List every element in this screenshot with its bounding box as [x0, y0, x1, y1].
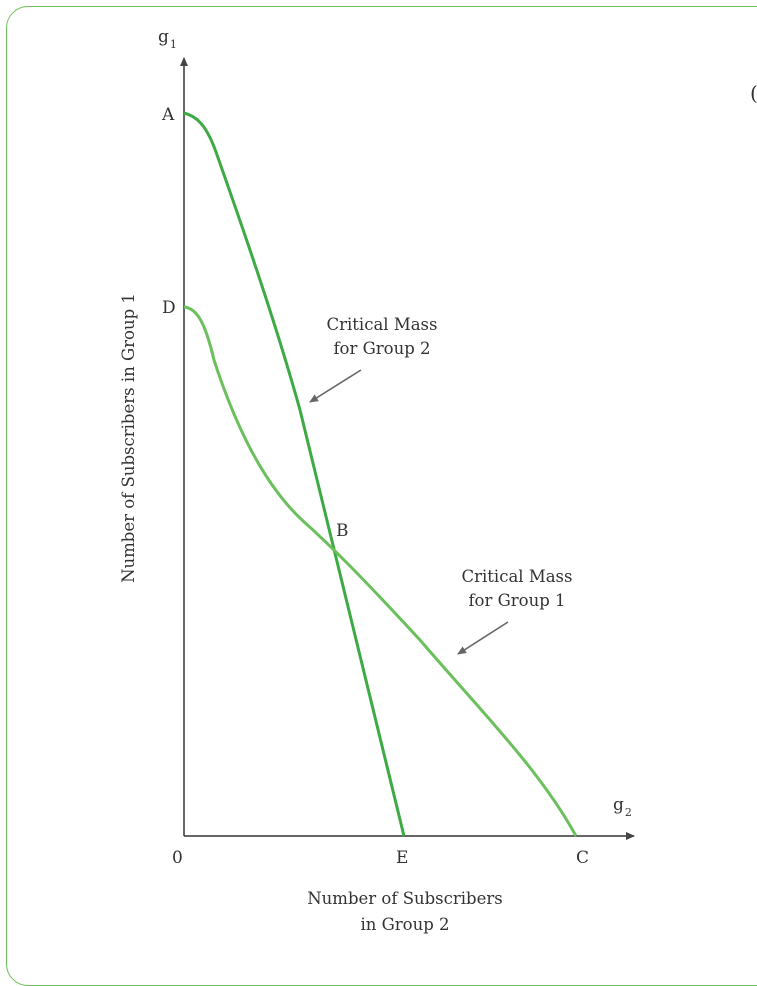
annotation-group-2-line1: Critical Mass — [327, 315, 438, 334]
critical-mass-group-1-curve — [183, 305, 578, 837]
y-axis-title: Number of Subscribers in Group 1 — [119, 293, 138, 583]
y-axis-symbol: g1 — [158, 27, 177, 51]
annotation-group-2-line2: for Group 2 — [333, 339, 430, 358]
point-label-b: B — [336, 521, 349, 541]
partial-glyph: ( — [750, 81, 757, 105]
annotation-group-2-arrow — [309, 369, 362, 403]
point-label-e: E — [396, 848, 408, 868]
annotation-group-1-line1: Critical Mass — [462, 567, 573, 586]
x-axis-title-line2: in Group 2 — [360, 915, 449, 934]
point-label-c: C — [576, 848, 589, 868]
annotation-group-1-line2: for Group 1 — [468, 591, 565, 610]
x-axis-symbol: g2 — [613, 795, 632, 819]
x-axis-title-line1: Number of Subscribers — [307, 889, 503, 908]
figure-frame — [6, 6, 757, 986]
point-label-a: A — [161, 105, 175, 125]
chart: g1 g2 A D B 0 E C Critical Mass for Grou… — [119, 27, 757, 934]
annotation-group-1-arrow — [457, 621, 509, 655]
critical-mass-group-2-curve — [183, 111, 406, 837]
origin-label: 0 — [172, 848, 183, 868]
point-label-d: D — [162, 298, 176, 318]
